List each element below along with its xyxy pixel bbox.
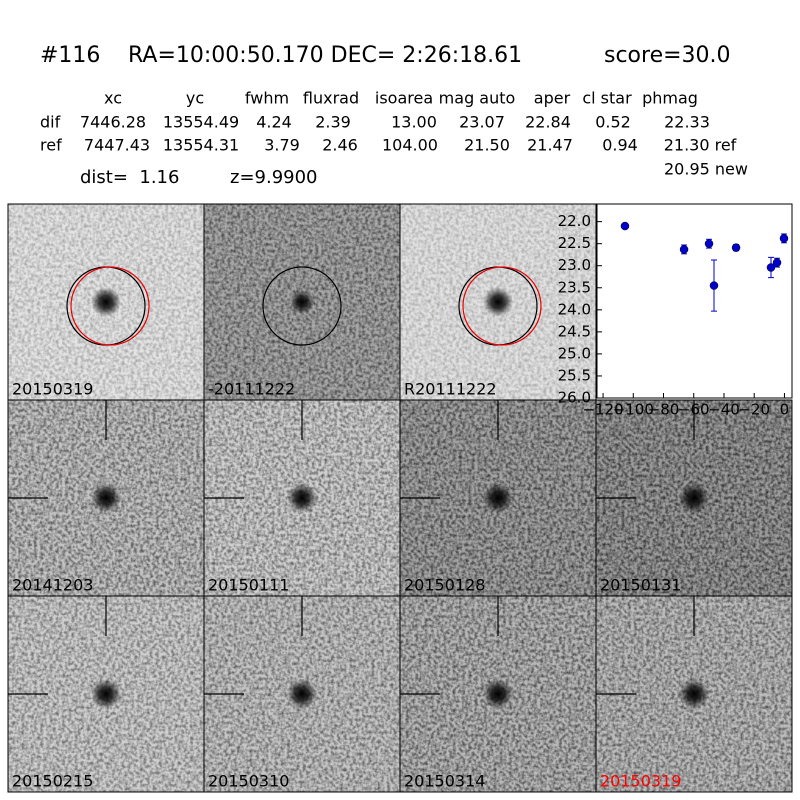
source: [483, 483, 513, 513]
source: [91, 287, 121, 317]
score: score=30.0: [604, 43, 731, 68]
source: [679, 483, 709, 513]
table-cell: 2.39: [315, 113, 351, 132]
x-tick-label: −40: [708, 401, 740, 419]
y-tick-label: 25.5: [558, 366, 591, 384]
column-header: isoarea: [375, 89, 433, 108]
table-cell: 22.84: [525, 113, 571, 132]
row-label: ref: [40, 136, 62, 155]
source: [483, 679, 513, 709]
aperture-circle-ref: [462, 266, 542, 346]
column-header: cl star: [582, 89, 632, 108]
x-tick-label: −120: [582, 401, 623, 419]
stamp-label: 20150319: [12, 380, 93, 399]
y-tick-label: 24.0: [558, 300, 591, 318]
y-tick-label: 22.5: [558, 234, 591, 252]
column-header: fluxrad: [303, 89, 359, 108]
y-tick-label: 25.0: [558, 344, 591, 362]
data-point: [779, 234, 789, 243]
column-header: yc: [186, 89, 204, 108]
dist: dist= 1.16: [80, 167, 179, 188]
x-tick-label: −20: [738, 401, 770, 419]
stamp-label: 20150310: [208, 772, 289, 791]
x-tick-label: 0: [780, 401, 790, 419]
stamp-label: 20150314: [404, 772, 485, 791]
aperture-circle-ref: [70, 266, 150, 346]
table-cell: 13554.49: [163, 113, 239, 132]
column-header: fwhm: [245, 89, 289, 108]
source: [287, 483, 317, 513]
table-cell: 104.00: [382, 136, 438, 155]
data-point: [772, 258, 782, 267]
table-cell: 23.07: [459, 113, 505, 132]
stamp-label: 20150131: [600, 576, 681, 595]
y-tick-label: 24.5: [558, 322, 591, 340]
table-cell: 4.24: [256, 113, 292, 132]
stamp-label: 20141203: [12, 576, 93, 595]
coordinates: RA=10:00:50.170 DEC= 2:26:18.61: [128, 43, 522, 68]
x-tick-label: −100: [613, 401, 654, 419]
z: z=9.9900: [230, 167, 318, 188]
stamp-frame: [595, 595, 793, 793]
column-header: mag auto: [439, 89, 516, 108]
column-header: phmag: [642, 89, 698, 108]
object-id: #116: [40, 43, 100, 68]
row-label: dif: [40, 113, 61, 132]
source: [91, 483, 121, 513]
data-point: [620, 221, 630, 231]
table-cell: 7447.43: [84, 136, 150, 155]
stamp-label: 20150319: [600, 772, 681, 791]
table-cell: 13554.31: [163, 136, 239, 155]
source: [91, 679, 121, 709]
y-tick-label: 26.0: [558, 389, 591, 407]
stamp-label: 20150111: [208, 576, 289, 595]
table-cell: 2.46: [322, 136, 358, 155]
source: [287, 679, 317, 709]
data-point: [679, 245, 689, 254]
y-tick-label: 23.5: [558, 278, 591, 296]
table-cell: 21.50: [464, 136, 510, 155]
stamp-label: -20111222: [208, 380, 295, 399]
y-tick-label: 23.0: [558, 256, 591, 274]
plot-frame: [596, 203, 793, 399]
stamp-label: 20150215: [12, 772, 93, 791]
source: [679, 679, 709, 709]
data-point: [731, 243, 741, 252]
source: [483, 287, 513, 317]
table-cell: 21.47: [527, 136, 573, 155]
phmag-new: 20.95 new: [664, 160, 748, 179]
data-point: [704, 239, 714, 248]
table-cell: 0.94: [602, 136, 638, 155]
y-tick-label: 22.0: [558, 212, 591, 230]
table-cell: 0.52: [595, 113, 631, 132]
table-cell: 7446.28: [80, 113, 146, 132]
table-cell: 13.00: [391, 113, 437, 132]
stamp-label: R20111222: [404, 380, 497, 399]
table-cell: 3.79: [264, 136, 300, 155]
source: [290, 290, 314, 314]
column-header: xc: [104, 89, 122, 108]
aperture-circle: [262, 266, 342, 346]
x-tick-label: −60: [678, 401, 710, 419]
stamp-label: 20150128: [404, 576, 485, 595]
table-cell: 22.33: [664, 113, 710, 132]
x-tick-label: −80: [648, 401, 680, 419]
data-point: [709, 281, 719, 290]
column-header: aper: [534, 89, 571, 108]
table-cell: 21.30 ref: [664, 136, 737, 155]
plot-background: [597, 204, 792, 398]
